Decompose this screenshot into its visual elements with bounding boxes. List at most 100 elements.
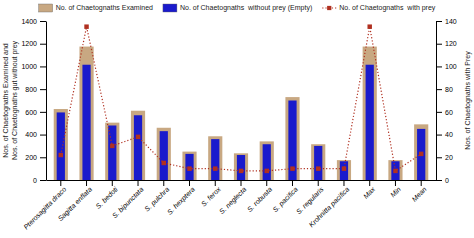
tick-mark (40, 89, 46, 90)
tick-mark (138, 180, 139, 186)
tick-label: 400 (25, 131, 37, 138)
axis-line (46, 22, 47, 181)
tick: 140 (436, 18, 457, 25)
bar (208, 136, 222, 180)
tick: 0 (436, 177, 449, 184)
legend-swatch (327, 6, 331, 10)
legend-item: No. of Chaetognaths with prey (322, 4, 436, 12)
legend-label: No. of Chaetognaths without prey (Empty) (180, 4, 312, 12)
bar (311, 144, 325, 180)
tick-label: 1200 (21, 40, 37, 47)
bar-series (57, 65, 426, 180)
tick: 40 (436, 131, 453, 138)
marker (84, 24, 88, 28)
tick: 80 (436, 86, 453, 93)
bar (285, 97, 299, 180)
bar (105, 123, 119, 180)
bar (288, 101, 296, 181)
tick-label: Pterosagitta draco (22, 186, 68, 232)
tick-label: S. bedoti (94, 185, 119, 210)
tick-mark (215, 180, 216, 186)
tick-mark (40, 135, 46, 136)
tick-mark (40, 21, 46, 22)
tick-label: Min (389, 186, 402, 199)
tick-mark (436, 112, 442, 113)
marker (342, 166, 346, 170)
tick-mark (436, 21, 442, 22)
tick-mark (86, 180, 87, 186)
bar (237, 155, 245, 180)
tick: 20 (436, 154, 453, 161)
tick: 100 (436, 63, 457, 70)
tick: 60 (436, 109, 453, 116)
bar (388, 160, 402, 180)
tick-label: S. hexptera (166, 186, 197, 217)
tick-mark (40, 112, 46, 113)
bar (211, 139, 219, 180)
tick-label: Sagitta enflata (57, 186, 94, 223)
tick-mark (40, 66, 46, 67)
tick: Krohnitta pacifica (308, 180, 352, 229)
marker (393, 169, 397, 173)
bar-series (54, 47, 429, 180)
bar (234, 153, 248, 180)
marker (110, 144, 114, 148)
tick: 1200 (21, 40, 46, 47)
tick-label: 800 (25, 86, 37, 93)
marker (187, 166, 191, 170)
marker (162, 161, 166, 165)
line (61, 27, 421, 171)
tick-label: 1400 (21, 18, 37, 25)
y-axis-title: Nos. of Chaetognaths Examined andNos. of… (2, 40, 19, 160)
tick-label: 80 (445, 86, 453, 93)
tick: 1400 (21, 18, 46, 25)
y-axis: 0200400600800100012001400 (21, 18, 46, 184)
tick-label: S. ferox (200, 185, 222, 207)
bar (363, 47, 377, 180)
bar (131, 111, 145, 180)
marker (367, 24, 371, 28)
legend-item: No. of Chaetognaths Examined (39, 4, 153, 12)
legend: No. of Chaetognaths Examined No. of Chaet… (39, 4, 436, 12)
tick-label: 1000 (21, 63, 37, 70)
bar (366, 65, 374, 180)
tick: Mean (410, 180, 427, 203)
tick-mark (112, 180, 113, 186)
tick-label: Mean (410, 186, 427, 203)
bar (57, 112, 65, 180)
tick: Sagitta enflata (57, 180, 94, 223)
bar (82, 65, 90, 180)
marker (213, 166, 217, 170)
marker (239, 169, 243, 173)
tick-label: 600 (25, 109, 37, 116)
bar (340, 161, 348, 180)
marker (290, 166, 294, 170)
tick-label: 20 (445, 154, 453, 161)
tick-mark (436, 89, 442, 90)
legend-item: No. of Chaetognaths without prey (Empty) (163, 4, 312, 12)
axis-line (436, 22, 437, 181)
tick: 0 (33, 177, 46, 184)
tick: 1000 (21, 63, 46, 70)
bar (54, 109, 68, 180)
tick: 400 (25, 131, 46, 138)
marker (265, 169, 269, 173)
tick-mark (292, 180, 293, 186)
tick: S. bedoti (94, 180, 119, 210)
legend-label: No. of Chaetognaths Examined (56, 4, 153, 12)
tick: 800 (25, 86, 46, 93)
tick-mark (40, 180, 46, 181)
bar (414, 124, 428, 180)
tick-mark (395, 180, 396, 186)
tick-label: 140 (445, 18, 457, 25)
tick-mark (436, 135, 442, 136)
tick-label: S. neglecta (218, 186, 248, 216)
bar (314, 146, 322, 180)
legend-swatch (163, 4, 177, 12)
tick-mark (369, 180, 370, 186)
tick: S. neglecta (218, 180, 248, 216)
tick: S. hexptera (166, 180, 197, 217)
tick-label: 0 (33, 177, 37, 184)
bar (182, 152, 196, 180)
y2-axis: 020406080100120140 (436, 18, 457, 184)
